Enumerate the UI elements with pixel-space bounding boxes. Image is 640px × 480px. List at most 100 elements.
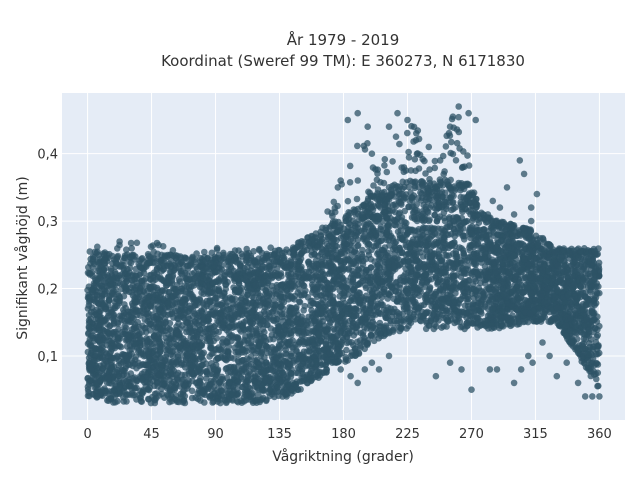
- chart-title-line1: År 1979 - 2019: [287, 30, 400, 49]
- data-point: [121, 323, 128, 330]
- data-point: [136, 285, 144, 292]
- data-point: [156, 258, 163, 265]
- data-point: [448, 115, 456, 123]
- data-point: [250, 248, 257, 255]
- data-point: [126, 391, 133, 399]
- data-point: [381, 202, 388, 210]
- data-point: [348, 280, 355, 288]
- data-point: [200, 290, 207, 298]
- data-point: [245, 384, 252, 391]
- data-point: [334, 280, 341, 288]
- data-point: [405, 154, 413, 161]
- data-point: [411, 184, 419, 192]
- data-point: [431, 157, 439, 165]
- data-point: [342, 284, 350, 291]
- data-point: [405, 148, 412, 156]
- data-point: [464, 152, 471, 159]
- data-point: [167, 257, 175, 264]
- data-points: [84, 103, 603, 407]
- data-point: [346, 162, 354, 170]
- data-point: [392, 133, 400, 140]
- data-point: [226, 294, 234, 301]
- data-point: [294, 364, 302, 371]
- data-point: [408, 214, 416, 221]
- data-point: [594, 382, 601, 390]
- data-point: [452, 157, 460, 164]
- data-point: [272, 287, 280, 295]
- data-point: [138, 298, 146, 305]
- data-point: [137, 387, 144, 395]
- data-point: [127, 259, 135, 267]
- data-point: [310, 274, 318, 281]
- data-point: [326, 322, 333, 329]
- data-point: [201, 248, 208, 256]
- data-point: [580, 335, 588, 343]
- data-point: [396, 261, 404, 269]
- data-point: [404, 129, 411, 137]
- data-point: [442, 251, 449, 259]
- data-point: [282, 346, 290, 354]
- data-point: [201, 399, 208, 406]
- data-point: [456, 145, 463, 152]
- data-point: [147, 366, 154, 374]
- data-point: [212, 294, 219, 302]
- data-point: [84, 348, 92, 356]
- data-point: [460, 236, 468, 243]
- data-point: [299, 370, 306, 378]
- data-point: [102, 305, 109, 313]
- data-point: [341, 289, 348, 297]
- data-point: [217, 301, 225, 309]
- data-point: [196, 296, 203, 304]
- data-point: [347, 235, 355, 243]
- data-point: [383, 168, 391, 176]
- data-point: [381, 162, 388, 169]
- data-point: [283, 264, 291, 272]
- data-point: [431, 164, 439, 172]
- data-point: [584, 270, 592, 278]
- data-point: [419, 253, 427, 260]
- data-point: [432, 291, 440, 299]
- data-point: [397, 199, 405, 207]
- data-point: [300, 307, 308, 314]
- data-point: [359, 329, 367, 336]
- data-point: [236, 286, 244, 294]
- data-point: [463, 314, 470, 321]
- data-point: [120, 398, 128, 405]
- data-point: [304, 379, 311, 387]
- data-point: [267, 244, 275, 251]
- data-point: [397, 227, 405, 234]
- data-point: [107, 267, 115, 275]
- data-point: [426, 166, 433, 173]
- data-point: [446, 132, 454, 139]
- data-point: [188, 270, 196, 278]
- data-point: [85, 324, 93, 332]
- data-point: [451, 229, 459, 236]
- data-point: [87, 270, 94, 277]
- data-point: [358, 211, 366, 219]
- data-point: [330, 325, 338, 333]
- data-point: [354, 242, 362, 249]
- data-point: [364, 241, 372, 249]
- data-point: [308, 251, 316, 259]
- data-point: [377, 329, 384, 337]
- data-point: [127, 239, 135, 247]
- data-point: [361, 146, 369, 153]
- data-point: [448, 138, 455, 146]
- chart-title-line2: Koordinat (Sweref 99 TM): E 360273, N 61…: [161, 52, 525, 70]
- data-point: [400, 194, 408, 201]
- data-point: [281, 249, 289, 256]
- data-point: [86, 248, 94, 255]
- data-point: [369, 164, 377, 171]
- data-point: [477, 308, 485, 316]
- data-point: [465, 162, 473, 169]
- data-point: [138, 376, 146, 383]
- data-point: [422, 170, 429, 177]
- data-point: [391, 250, 398, 257]
- data-point: [413, 130, 420, 137]
- data-point: [460, 219, 468, 227]
- data-point: [374, 170, 381, 177]
- data-point: [148, 393, 156, 401]
- data-point: [128, 245, 135, 252]
- data-point: [381, 156, 389, 163]
